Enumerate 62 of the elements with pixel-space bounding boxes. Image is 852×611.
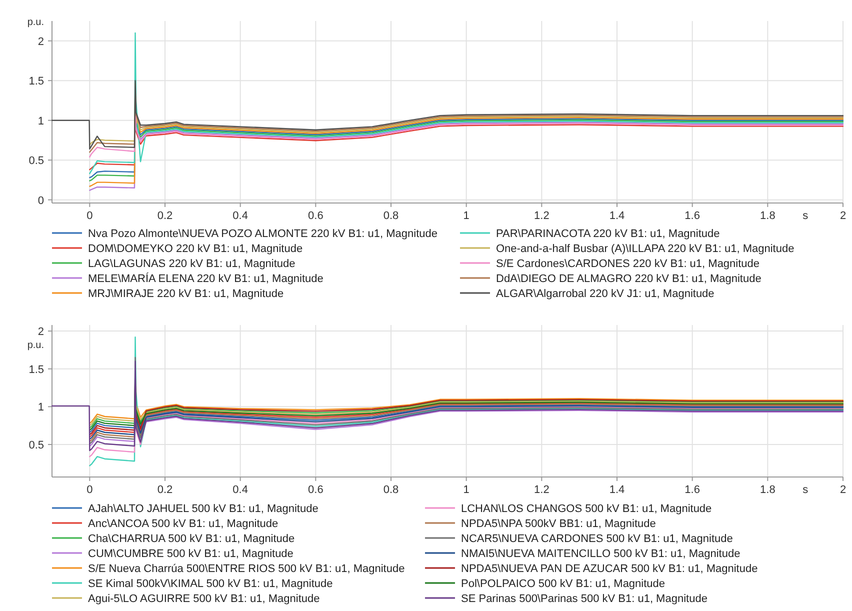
y-tick-label: 0: [38, 194, 44, 207]
legend-label: CUM\CUMBRE 500 kV B1: u1, Magnitude: [88, 548, 294, 560]
x-tick-label: 1.6: [684, 210, 700, 222]
x-tick-label: 0.4: [232, 484, 248, 496]
y-tick-label: 0.5: [28, 155, 44, 168]
x-tick-label: 0.8: [383, 210, 399, 222]
y-axis-title: p.u.: [27, 17, 44, 28]
x-tick-label: 0.4: [232, 210, 248, 222]
y-tick-label: 2: [38, 36, 44, 48]
x-tick-label: 0.6: [308, 210, 324, 222]
x-tick-label: 0: [86, 210, 93, 222]
x-tick-label: 0.6: [308, 484, 324, 496]
legend-label: NPDA5\NUEVA PAN DE AZUCAR 500 kV B1: u1, Magnitude: [461, 563, 758, 575]
legend-label: Nva Pozo Almonte\NUEVA POZO ALMONTE 220 kV B1: u1, Magnitude: [88, 228, 438, 240]
x-tick-label: 1.4: [609, 210, 625, 222]
x-axis-title: s: [802, 484, 809, 496]
line-series: [89, 336, 844, 466]
y-axis-title: p.u.: [27, 340, 44, 352]
x-axis-title: s: [802, 210, 809, 222]
y-tick-label: 1.5: [28, 76, 44, 88]
line-series: [51, 360, 844, 452]
x-tick-label: 1.4: [609, 484, 625, 496]
line-series: [89, 32, 844, 174]
legend-label: S/E Nueva Charrúa 500\ENTRE RIOS 500 kV B1: u1, Magnitude: [88, 563, 405, 575]
legend-label: SE Kimal 500kV\KIMAL 500 kV B1: u1, Magnitude: [88, 578, 333, 590]
legend-label: NPDA5\NPA 500kV BB1: u1, Magnitude: [461, 518, 656, 530]
y-tick-label: 1: [38, 402, 44, 414]
y-tick-label: 1.5: [28, 364, 44, 376]
x-tick-label: 2: [840, 484, 846, 496]
legend-label: PAR\PARINACOTA 220 kV B1: u1, Magnitude: [496, 228, 720, 240]
y-tick-label: 2: [38, 326, 44, 338]
legend-label: LCHAN\LOS CHANGOS 500 kV B1: u1, Magnitude: [461, 503, 712, 515]
legend-label: AJah\ALTO JAHUEL 500 kV B1: u1, Magnitude: [88, 503, 318, 515]
legend-label: DOM\DOMEYKO 220 kV B1: u1, Magnitude: [88, 243, 303, 255]
legend-label: LAG\LAGUNAS 220 kV B1: u1, Magnitude: [88, 258, 296, 270]
x-tick-label: 0.2: [157, 210, 173, 222]
legend-label: Anc\ANCOA 500 kV B1: u1, Magnitude: [88, 518, 278, 530]
x-tick-label: 1.2: [534, 484, 550, 496]
x-tick-label: 1: [463, 484, 470, 496]
legend-label: MELE\MARÍA ELENA 220 kV B1: u1, Magnitude: [88, 272, 324, 285]
legend-label: SE Parinas 500\Parinas 500 kV B1: u1, Magnitude: [461, 593, 708, 605]
x-tick-label: 1: [463, 210, 470, 222]
x-tick-label: 1.8: [760, 210, 776, 222]
legend-label: MRJ\MIRAJE 220 kV B1: u1, Magnitude: [88, 288, 284, 300]
x-tick-label: 0.2: [157, 484, 173, 496]
legend-label: S/E Cardones\CARDONES 220 kV B1: u1, Magnitude: [496, 258, 760, 270]
legend-label: ALGAR\Algarrobal 220 kV J1: u1, Magnitude: [496, 288, 714, 300]
legend-label: NCAR5\NUEVA CARDONES 500 kV B1: u1, Magnitude: [461, 533, 733, 545]
y-tick-label: 1: [38, 115, 44, 128]
legend-label: Agui-5\LO AGUIRRE 500 kV B1: u1, Magnitude: [88, 593, 320, 605]
x-tick-label: 0.8: [383, 484, 399, 496]
x-tick-label: 1.6: [684, 484, 700, 496]
legend-label: Cha\CHARRUA 500 kV B1: u1, Magnitude: [88, 533, 295, 545]
legend-label: Pol\POLPAICO 500 kV B1: u1, Magnitude: [461, 578, 666, 590]
legend-label: One-and-a-half Busbar (A)\ILLAPA 220 kV B1: u1, Magnitude: [496, 243, 794, 255]
x-tick-label: 2: [840, 210, 846, 222]
x-tick-label: 1.2: [534, 210, 550, 222]
x-tick-label: 0: [86, 484, 93, 496]
x-tick-label: 1.8: [760, 484, 776, 496]
legend-label: DdA\DIEGO DE ALMAGRO 220 kV B1: u1, Magnitude: [496, 273, 762, 285]
y-tick-label: 0.5: [28, 439, 44, 452]
legend-label: NMAI5\NUEVA MAITENCILLO 500 kV B1: u1, Magnitude: [461, 548, 740, 560]
